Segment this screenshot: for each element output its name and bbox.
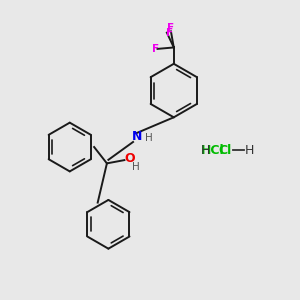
Text: H: H [245,143,254,157]
Text: N: N [131,130,142,143]
Text: HCl: HCl [201,143,224,157]
Text: F: F [167,23,175,33]
Text: H: H [131,162,139,172]
Text: F: F [152,44,159,54]
Text: H: H [145,133,153,143]
Text: F: F [166,28,173,38]
Text: H: H [201,143,211,157]
Text: O: O [124,152,135,165]
Text: Cl: Cl [218,143,232,157]
